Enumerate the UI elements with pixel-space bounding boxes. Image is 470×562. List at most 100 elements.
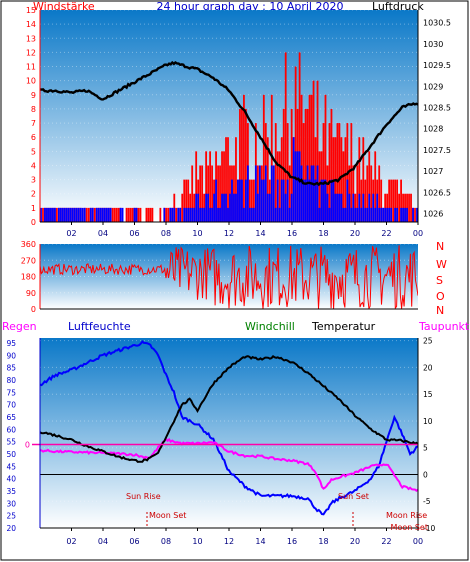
wind-bar bbox=[185, 207, 188, 222]
wind-bar bbox=[280, 179, 283, 222]
gust-bar bbox=[167, 207, 170, 222]
gust-bar bbox=[250, 179, 253, 222]
rain-tick-label: 0 bbox=[25, 441, 30, 450]
gust-bar bbox=[294, 66, 297, 222]
wind-bar bbox=[95, 207, 98, 222]
wind-bar bbox=[370, 207, 373, 222]
wind-bar bbox=[209, 207, 211, 222]
wind-bar bbox=[364, 207, 367, 222]
humidity-tick-label: 45 bbox=[6, 462, 16, 471]
gust-bar bbox=[151, 207, 154, 222]
wind-bar bbox=[193, 207, 196, 222]
wind-bar bbox=[237, 179, 239, 222]
gust-bar bbox=[243, 94, 245, 222]
wind-bar bbox=[169, 207, 172, 222]
direction-tick-label: 90 bbox=[26, 289, 36, 298]
wind-bar bbox=[388, 207, 391, 222]
x-tick-label-bottom: 00 bbox=[413, 537, 423, 546]
gust-bar bbox=[113, 207, 116, 222]
wind-bar bbox=[402, 207, 404, 222]
wind-tick-label: 13 bbox=[26, 34, 36, 43]
gust-bar bbox=[408, 193, 410, 222]
dir-label-o: O bbox=[436, 290, 445, 303]
pressure-tick-label: 1027 bbox=[423, 167, 443, 176]
gust-bar bbox=[318, 151, 321, 222]
wind-bar bbox=[358, 193, 361, 222]
gust-bar bbox=[115, 207, 118, 222]
gust-bar bbox=[111, 207, 114, 222]
wind-bar bbox=[354, 207, 357, 222]
humidity-tick-label: 70 bbox=[6, 401, 16, 410]
gust-bar bbox=[316, 80, 319, 222]
gust-bar bbox=[358, 137, 361, 222]
wind-bar bbox=[179, 207, 182, 222]
gust-bar bbox=[205, 151, 208, 222]
direction-tick-label: 360 bbox=[21, 240, 36, 249]
wind-bar bbox=[245, 179, 247, 222]
wind-bar bbox=[107, 207, 110, 222]
wind-bar bbox=[250, 207, 253, 222]
gust-bar bbox=[378, 165, 381, 222]
gust-bar bbox=[139, 207, 142, 222]
wind-tick-label: 12 bbox=[26, 48, 36, 57]
wind-bar bbox=[310, 165, 313, 222]
wind-tick-label: 3 bbox=[31, 176, 36, 185]
wind-bar bbox=[235, 193, 237, 222]
wind-bar bbox=[264, 165, 267, 222]
gust-bar bbox=[217, 165, 219, 222]
wind-bar bbox=[89, 207, 92, 222]
pressure-axis-title: Luftdruck bbox=[372, 0, 424, 13]
gust-bar bbox=[125, 207, 128, 222]
gust-bar bbox=[370, 165, 373, 222]
gust-bar bbox=[410, 193, 412, 222]
direction-tick-label: 0 bbox=[31, 305, 36, 314]
x-tick-label-bottom: 10 bbox=[192, 537, 202, 546]
gust-bar bbox=[356, 165, 359, 222]
wind-bar bbox=[254, 165, 257, 222]
gust-bar bbox=[149, 207, 152, 222]
wind-bar bbox=[390, 207, 393, 222]
wind-bar bbox=[189, 207, 192, 222]
wind-bar bbox=[219, 207, 221, 222]
wind-bar bbox=[292, 137, 295, 222]
gust-bar bbox=[344, 137, 347, 222]
humidity-line bbox=[40, 340, 418, 516]
humidity-panel bbox=[40, 338, 418, 528]
wind-bar bbox=[171, 207, 174, 222]
wind-tick-label: 6 bbox=[31, 133, 36, 142]
wind-bar bbox=[362, 193, 365, 222]
humidity-tick-label: 60 bbox=[6, 425, 16, 434]
gust-bar bbox=[223, 151, 225, 222]
gust-bar bbox=[235, 137, 237, 222]
dewpoint-line bbox=[40, 437, 418, 492]
gust-bar bbox=[328, 123, 331, 222]
wind-bar bbox=[340, 193, 343, 222]
gust-bar bbox=[191, 165, 194, 222]
gust-bar bbox=[165, 207, 168, 222]
wind-bar bbox=[372, 193, 375, 222]
gust-bar bbox=[362, 137, 365, 222]
dir-label-s: S bbox=[436, 274, 443, 287]
x-tick-label-bottom: 12 bbox=[224, 537, 234, 546]
wind-bar bbox=[197, 193, 200, 222]
x-tick-label-bottom: 14 bbox=[255, 537, 265, 546]
temperature-line bbox=[40, 355, 418, 463]
wind-bar bbox=[394, 207, 397, 222]
wind-bar bbox=[272, 165, 275, 222]
wind-bar bbox=[374, 207, 377, 222]
gust-bar bbox=[145, 207, 148, 222]
wind-panel bbox=[40, 10, 418, 222]
gust-bar bbox=[342, 151, 345, 222]
wind-bar bbox=[213, 193, 215, 222]
wind-bar bbox=[288, 207, 291, 222]
wind-bar bbox=[396, 207, 399, 222]
wind-bar bbox=[79, 207, 82, 222]
temperature-tick-label: 5 bbox=[423, 444, 428, 453]
wind-bar bbox=[83, 207, 86, 222]
gust-bar bbox=[147, 207, 150, 222]
wind-bar bbox=[205, 193, 208, 222]
gust-bar bbox=[366, 165, 369, 222]
wind-bar bbox=[50, 207, 52, 222]
gust-bar bbox=[324, 94, 327, 222]
wind-bar bbox=[91, 207, 94, 222]
